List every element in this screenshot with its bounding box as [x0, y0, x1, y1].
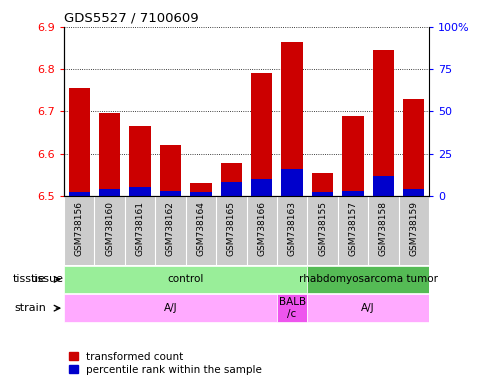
Bar [312, 192, 333, 196]
Bar [160, 145, 181, 196]
Text: A/J: A/J [164, 303, 177, 313]
Bar [130, 187, 151, 196]
Text: GSM738166: GSM738166 [257, 201, 266, 257]
Text: GSM738164: GSM738164 [196, 201, 206, 256]
Bar [130, 126, 151, 196]
Legend: transformed count, percentile rank within the sample: transformed count, percentile rank withi… [70, 352, 262, 375]
Bar [69, 192, 90, 196]
Bar [277, 294, 307, 322]
Bar [251, 73, 272, 196]
Bar [221, 182, 242, 196]
Bar [403, 189, 424, 196]
Bar [373, 175, 394, 196]
Bar [64, 294, 277, 322]
Text: GDS5527 / 7100609: GDS5527 / 7100609 [64, 11, 199, 24]
Text: tissue: tissue [31, 274, 64, 285]
Text: GSM738158: GSM738158 [379, 201, 388, 257]
Bar [312, 173, 333, 196]
Text: rhabdomyosarcoma tumor: rhabdomyosarcoma tumor [299, 274, 438, 285]
Text: GSM738157: GSM738157 [349, 201, 357, 257]
Bar [69, 88, 90, 196]
Bar [282, 169, 303, 196]
Text: GSM738163: GSM738163 [287, 201, 297, 257]
Text: GSM738159: GSM738159 [409, 201, 418, 257]
Text: GSM738161: GSM738161 [136, 201, 144, 257]
Bar [64, 266, 307, 293]
Text: A/J: A/J [361, 303, 375, 313]
Bar [307, 266, 429, 293]
Bar [282, 42, 303, 196]
Text: BALB
/c: BALB /c [279, 297, 306, 319]
Bar [342, 191, 363, 196]
Bar [99, 189, 120, 196]
Bar [160, 191, 181, 196]
Bar [99, 114, 120, 196]
Text: GSM738162: GSM738162 [166, 201, 175, 256]
Text: strain: strain [14, 303, 46, 313]
Text: GSM738156: GSM738156 [75, 201, 84, 257]
Bar [251, 179, 272, 196]
Text: GSM738165: GSM738165 [227, 201, 236, 257]
Bar [373, 50, 394, 196]
Text: GSM738160: GSM738160 [105, 201, 114, 257]
Text: GSM738155: GSM738155 [318, 201, 327, 257]
Bar [190, 192, 211, 196]
Text: tissue: tissue [13, 274, 46, 285]
Bar [307, 294, 429, 322]
Bar [403, 99, 424, 196]
Bar [342, 116, 363, 196]
Bar [221, 163, 242, 196]
Bar [190, 183, 211, 196]
Text: control: control [168, 274, 204, 285]
